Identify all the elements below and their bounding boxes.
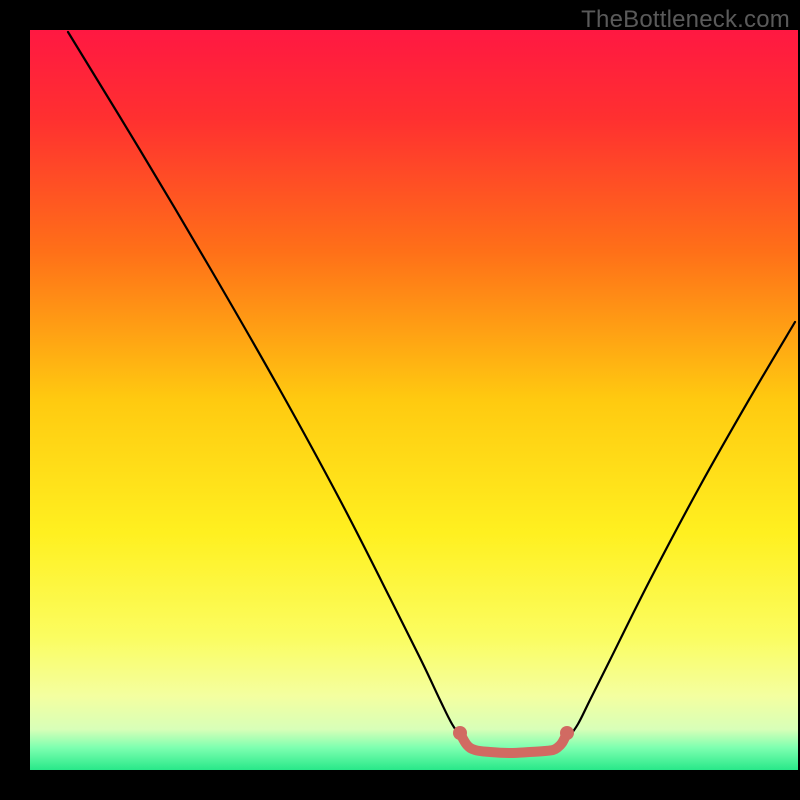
chart-stage: TheBottleneck.com bbox=[0, 0, 800, 800]
optimal-range-marker-right-dot bbox=[560, 726, 574, 740]
optimal-range-marker-left-dot bbox=[453, 726, 467, 740]
plot-svg bbox=[0, 0, 800, 800]
watermark-text: TheBottleneck.com bbox=[581, 6, 790, 34]
gradient-background bbox=[30, 30, 798, 770]
